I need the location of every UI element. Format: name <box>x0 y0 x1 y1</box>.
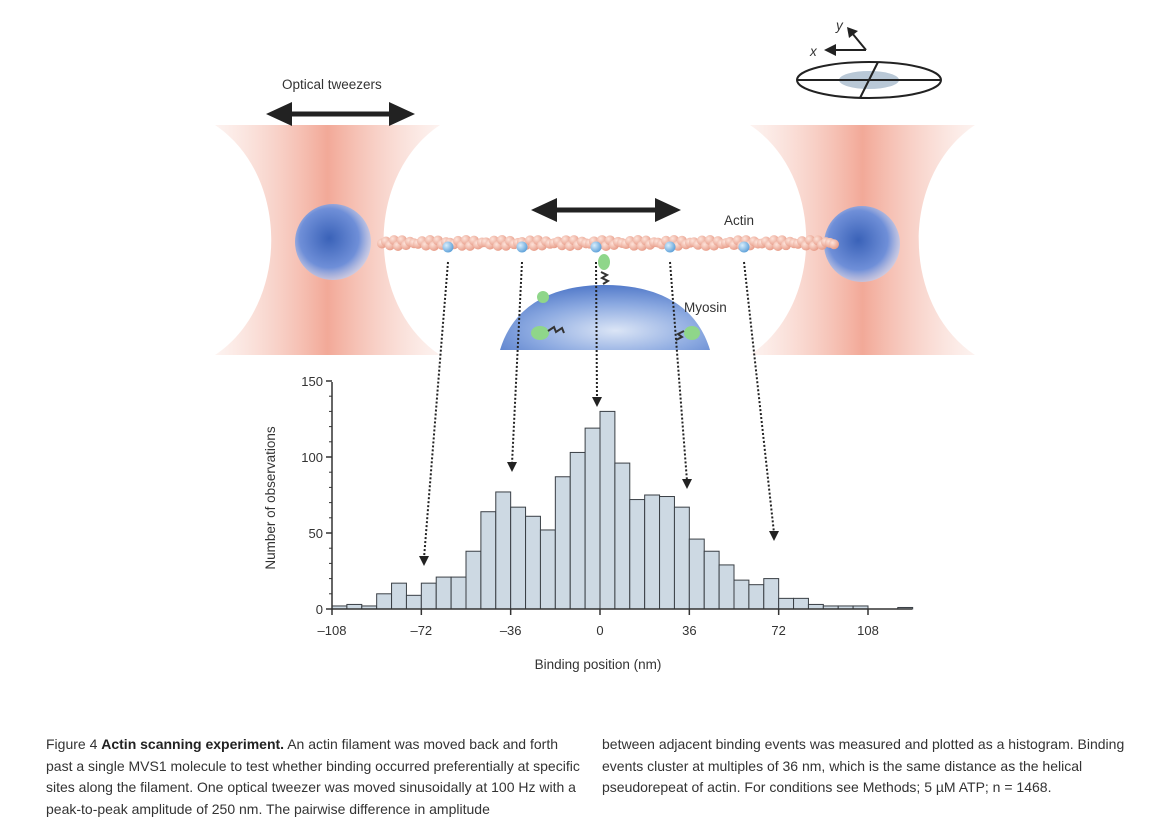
optical-tweezers-label: Optical tweezers <box>282 77 382 92</box>
actin-binding-site <box>664 241 676 253</box>
histogram-bar <box>629 499 646 610</box>
figure-illustration: x y Optical tweezers Actin Myosin 0 50 100… <box>215 18 975 672</box>
x-tick-label: –36 <box>500 623 522 638</box>
x-tick-label: 36 <box>682 623 696 638</box>
histogram-bar <box>495 491 512 610</box>
dotted-arrow-head <box>419 556 429 566</box>
dotted-arrow-head <box>769 531 779 541</box>
histogram-bar <box>391 582 407 610</box>
figure-number: Figure 4 <box>46 736 98 752</box>
dotted-arrow-line <box>595 261 598 400</box>
caption-title: Actin scanning experiment. <box>101 736 285 752</box>
left-bead <box>295 204 371 280</box>
histogram-bar <box>376 593 393 610</box>
histogram-bar <box>584 427 601 610</box>
histogram-bar <box>763 578 780 610</box>
myosin-head-icon <box>531 254 700 341</box>
dotted-arrow-head <box>592 397 602 407</box>
double-arrow-icon <box>531 198 681 222</box>
x-tick-label: –72 <box>410 623 432 638</box>
histogram-bar <box>450 576 467 610</box>
histogram-bar <box>569 451 586 610</box>
axis-x-label: x <box>809 44 818 59</box>
y-axis-title: Number of observations <box>263 426 278 570</box>
histogram-bar <box>673 506 690 610</box>
actin-monomer <box>829 239 839 250</box>
histogram-bar <box>599 410 616 610</box>
histogram-bar <box>703 550 720 610</box>
caption-left-text: An actin filament was moved back and for… <box>46 736 580 817</box>
histogram-bar <box>554 476 571 610</box>
histogram-bar <box>614 462 631 610</box>
histogram-bars <box>331 410 914 610</box>
histogram-bar <box>748 584 765 610</box>
histogram-bar <box>793 597 809 610</box>
right-bead <box>824 206 900 282</box>
dotted-arrow-line <box>743 261 775 534</box>
x-axis-title: Binding position (nm) <box>535 657 662 672</box>
actin-binding-site <box>738 241 750 253</box>
y-tick-label: 0 <box>316 602 323 617</box>
actin-binding-site <box>442 241 454 253</box>
dotted-arrow-head <box>682 479 692 489</box>
histogram-bar <box>778 597 795 610</box>
histogram-bar <box>688 538 705 610</box>
histogram-bar <box>539 529 556 610</box>
double-arrow-icon <box>266 102 415 126</box>
myosin-pedestal <box>500 254 710 350</box>
histogram-bar <box>733 579 750 610</box>
y-tick-label: 100 <box>301 450 323 465</box>
x-tick-label: –108 <box>318 623 347 638</box>
x-ticks: –108 –72 –36 0 36 72 108 <box>318 609 879 638</box>
y-tick-label: 50 <box>309 526 323 541</box>
actin-filament <box>377 235 839 253</box>
axis-compass-icon: x y <box>796 18 942 99</box>
histogram-bar <box>659 496 675 610</box>
x-tick-label: 72 <box>771 623 785 638</box>
histogram-bar <box>405 594 422 610</box>
histogram-bar <box>510 506 527 610</box>
myosin-label: Myosin <box>684 300 727 315</box>
caption-right: between adjacent binding events was meas… <box>602 734 1137 799</box>
x-tick-label: 0 <box>596 623 603 638</box>
caption-left: Figure 4 Actin scanning experiment. An a… <box>46 734 581 820</box>
x-tick-label: 108 <box>857 623 879 638</box>
histogram-bar <box>525 515 541 610</box>
histogram-bar <box>644 494 661 610</box>
histogram-bar <box>718 564 735 610</box>
histogram-bar <box>465 550 482 610</box>
dotted-arrow-line <box>669 261 688 482</box>
histogram-bar <box>420 582 437 610</box>
histogram-bar <box>435 576 452 610</box>
actin-label: Actin <box>724 213 754 228</box>
actin-binding-site <box>590 241 602 253</box>
actin-binding-site <box>516 241 528 253</box>
y-ticks: 0 50 100 150 <box>301 374 332 617</box>
histogram: 0 50 100 150 –108 –72 –36 0 36 72 108 Binding pos… <box>263 374 914 672</box>
dotted-arrow-icon <box>419 261 779 566</box>
dotted-arrow-line <box>511 261 523 465</box>
left-optical-trap <box>215 125 440 355</box>
right-optical-trap <box>750 125 975 355</box>
dotted-arrow-line <box>423 261 449 559</box>
y-tick-label: 150 <box>301 374 323 389</box>
dotted-arrow-head <box>507 462 517 472</box>
caption-right-text: between adjacent binding events was meas… <box>602 736 1125 795</box>
histogram-bar <box>480 511 497 610</box>
axis-y-label: y <box>835 18 844 33</box>
